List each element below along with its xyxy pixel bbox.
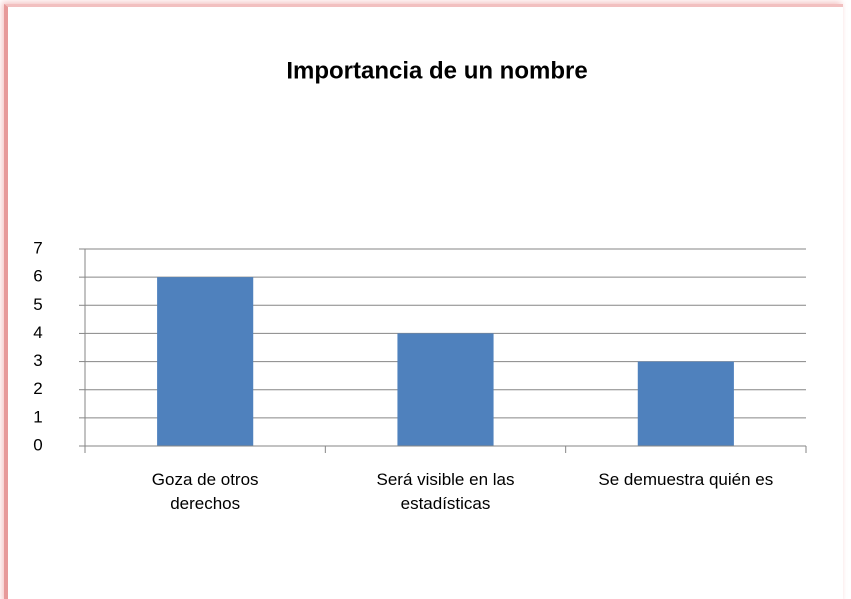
x-tick-label: Se demuestra quién es (598, 470, 774, 489)
x-tick-label: Goza de otros derechos (151, 470, 259, 513)
y-tick-label: 7 (33, 238, 42, 257)
bar (157, 277, 254, 446)
bar (397, 333, 494, 446)
bar (637, 361, 734, 446)
y-tick-label: 4 (33, 323, 42, 342)
frame (4, 4, 843, 599)
y-tick-label: 3 (33, 351, 42, 370)
y-tick-label: 2 (33, 379, 42, 398)
chart-title: Importancia de un nombre (286, 57, 587, 84)
y-tick-label: 1 (33, 407, 42, 426)
y-tick-label: 0 (33, 435, 42, 454)
x-tick-label: Será visible en las estadísticas (376, 470, 515, 513)
y-tick-label: 6 (33, 267, 42, 286)
y-tick-label: 5 (33, 295, 42, 314)
